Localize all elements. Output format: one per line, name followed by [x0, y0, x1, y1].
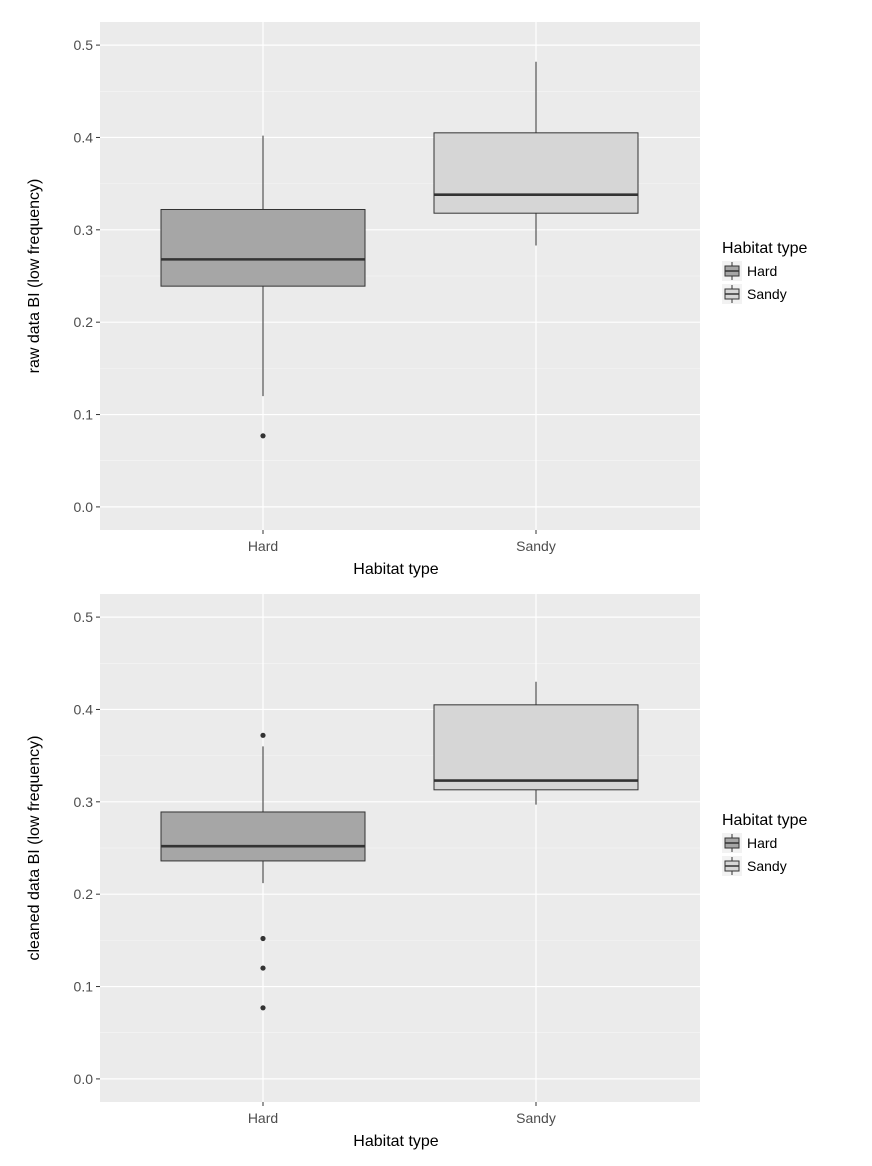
outlier-point: [260, 965, 266, 971]
y-tick-label: 0.5: [74, 37, 94, 53]
x-tick-label: Sandy: [516, 1110, 556, 1126]
chart-panel-1: 0.0 0.1 0.2 0.3 0.4 0.5 Hard Sandy Habitat type r…: [26, 22, 807, 578]
outlier-point: [260, 1005, 266, 1011]
legend-label: Sandy: [747, 286, 787, 302]
box-iqr: [160, 811, 366, 862]
y-axis-title: raw data BI (low frequency): [26, 179, 43, 374]
y-tick-label: 0.3: [74, 794, 94, 810]
y-tick-label: 0.0: [74, 499, 94, 515]
y-tick-label: 0.0: [74, 1071, 94, 1087]
x-tick-label: Hard: [248, 1110, 278, 1126]
outlier-point: [260, 433, 266, 439]
y-tick-label: 0.5: [74, 609, 94, 625]
legend-title: Habitat type: [722, 812, 807, 829]
box-hard: [160, 732, 366, 1011]
legend-label: Sandy: [747, 858, 787, 874]
box-sandy: [433, 681, 639, 805]
y-tick-label: 0.1: [74, 407, 94, 423]
x-axis-title: Habitat type: [353, 561, 438, 578]
legend-item-sandy: Sandy: [722, 856, 787, 876]
x-axis-title: Habitat type: [353, 1133, 438, 1150]
legend-item-hard: Hard: [722, 261, 777, 281]
box-iqr: [433, 132, 639, 214]
legend: Habitat type Hard Sandy: [722, 240, 807, 304]
box-iqr: [160, 208, 366, 287]
y-tick-label: 0.4: [74, 701, 94, 717]
box-iqr: [433, 704, 639, 791]
legend-label: Hard: [747, 263, 777, 279]
y-tick-label: 0.2: [74, 314, 94, 330]
x-tick-label: Sandy: [516, 538, 556, 554]
box-sandy: [433, 61, 639, 246]
y-axis-title: cleaned data BI (low frequency): [26, 735, 43, 960]
legend-title: Habitat type: [722, 240, 807, 257]
legend-item-sandy: Sandy: [722, 284, 787, 304]
y-tick-label: 0.2: [74, 886, 94, 902]
box-hard: [160, 135, 366, 439]
y-tick-label: 0.1: [74, 979, 94, 995]
outlier-point: [260, 935, 266, 942]
legend-item-hard: Hard: [722, 833, 777, 853]
legend-label: Hard: [747, 835, 777, 851]
x-tick-label: Hard: [248, 538, 278, 554]
chart-panel-2: 0.0 0.1 0.2 0.3 0.4 0.5 Hard Sandy Habitat type c…: [26, 594, 807, 1150]
outlier-point: [260, 732, 266, 738]
legend: Habitat type Hard Sandy: [722, 812, 807, 876]
y-tick-label: 0.3: [74, 222, 94, 238]
y-tick-label: 0.4: [74, 129, 94, 145]
